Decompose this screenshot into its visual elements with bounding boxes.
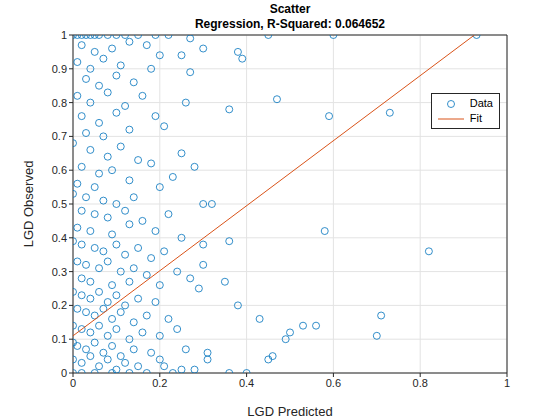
html-text:Fit: Fit	[469, 112, 482, 124]
svg-text:1: 1	[61, 29, 67, 41]
svg-text:0: 0	[70, 377, 76, 389]
html-text:Regression, R-Squared: 0.06465: Regression, R-Squared: 0.064652	[195, 17, 385, 31]
svg-text:0.8: 0.8	[52, 97, 67, 109]
svg-text:0.1: 0.1	[52, 333, 67, 345]
svg-text:0.4: 0.4	[239, 377, 254, 389]
svg-text:0.9: 0.9	[52, 63, 67, 75]
svg-text:0.8: 0.8	[413, 377, 428, 389]
svg-text:0.6: 0.6	[326, 377, 341, 389]
svg-text:0.7: 0.7	[52, 130, 67, 142]
svg-text:0.2: 0.2	[152, 377, 167, 389]
svg-text:LGD Predicted: LGD Predicted	[247, 404, 332, 419]
svg-text:1: 1	[504, 377, 510, 389]
svg-text:0.6: 0.6	[52, 164, 67, 176]
svg-text:0.3: 0.3	[52, 266, 67, 278]
html-text:Scatter: Scatter	[269, 2, 311, 16]
html-text:Data: Data	[469, 97, 493, 109]
svg-text:0.4: 0.4	[52, 232, 67, 244]
svg-text:0.2: 0.2	[52, 299, 67, 311]
svg-text:0.5: 0.5	[52, 198, 67, 210]
svg-text:0: 0	[61, 367, 67, 379]
svg-text:LGD Observed: LGD Observed	[21, 161, 36, 248]
